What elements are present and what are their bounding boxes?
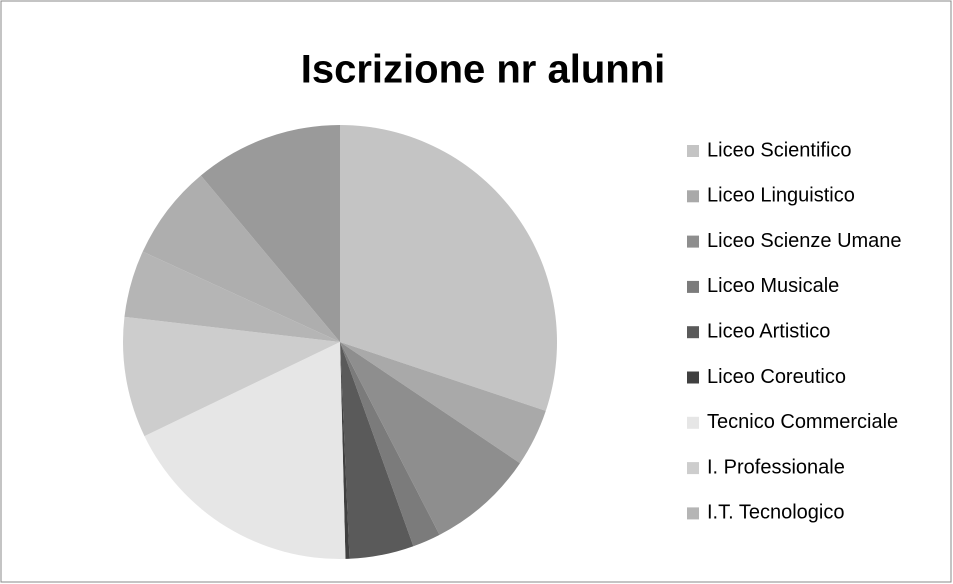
pie-slice	[124, 251, 340, 342]
legend-swatch	[687, 371, 699, 384]
legend-swatch	[687, 507, 699, 520]
chart-title: Iscrizione nr alunni	[301, 48, 666, 92]
legend-swatch	[687, 416, 699, 429]
legend-label: Tecnico Commerciale	[707, 411, 898, 433]
legend-swatch	[687, 326, 699, 339]
legend-swatch	[687, 235, 699, 248]
legend-label: Liceo Scienze Umane	[707, 230, 902, 252]
legend-label: Liceo Scientifico	[707, 139, 852, 161]
legend-swatch	[687, 145, 699, 157]
legend-label: Liceo Coreutico	[707, 366, 846, 388]
pie-slice	[122, 316, 340, 437]
legend-swatch	[687, 462, 699, 475]
legend-label: Liceo Linguistico	[707, 185, 855, 207]
legend-swatch	[687, 190, 699, 203]
pie-slice	[144, 342, 346, 560]
pie-slice	[340, 125, 558, 411]
pie-slice	[200, 125, 340, 342]
legend-label: I.T. Tecnologico	[707, 502, 845, 524]
legend-label: I. Professionale	[707, 456, 845, 478]
pie-slice	[142, 175, 340, 342]
legend-label: Liceo Artistico	[707, 320, 830, 342]
pie-slice	[340, 342, 521, 535]
pie-slice	[340, 342, 440, 547]
pie-slice	[340, 342, 350, 559]
legend-swatch	[687, 280, 699, 293]
pie-slice	[340, 342, 414, 559]
pie-slice	[340, 342, 546, 464]
legend-label: Liceo Musicale	[707, 275, 839, 297]
